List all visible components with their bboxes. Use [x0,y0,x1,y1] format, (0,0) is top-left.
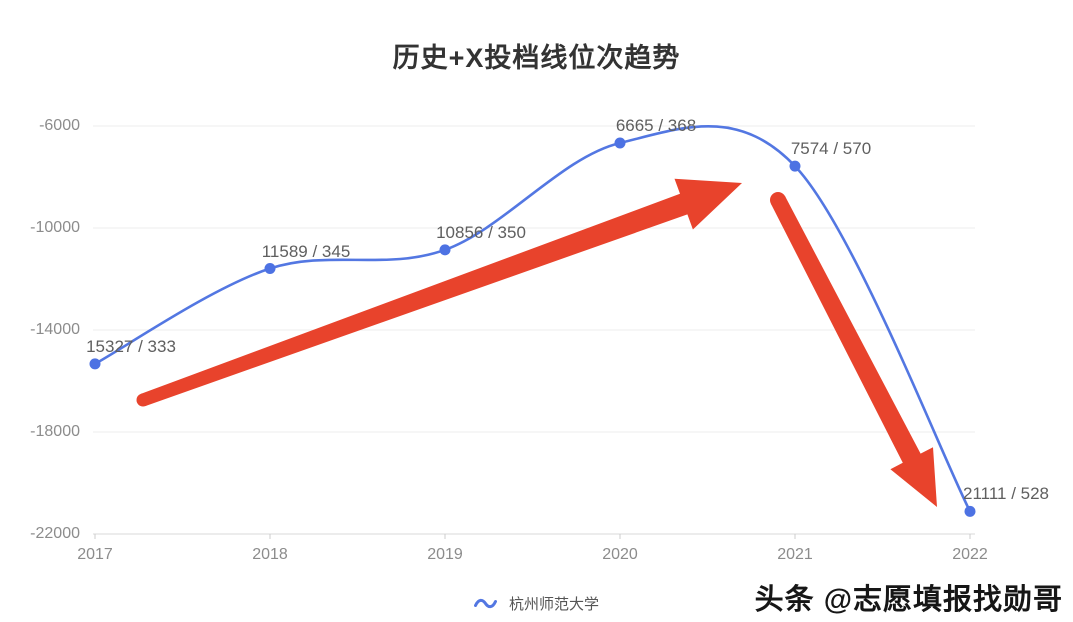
x-axis-tick-label: 2022 [952,546,988,563]
watermark-text: 头条 @志愿填报找勋哥 [754,584,1063,616]
point-label: 21111 / 528 [962,484,1050,504]
data-point[interactable] [789,160,801,172]
y-axis-tick-label: -14000 [30,321,80,338]
data-point[interactable] [264,263,276,275]
y-axis-tick-label: -18000 [30,423,80,440]
legend-item[interactable]: 杭州师范大学 [473,593,599,614]
line-series-icon [473,598,497,609]
point-label: 15327 / 333 [86,336,176,356]
y-axis-tick-label: -10000 [30,219,80,236]
data-point[interactable] [89,358,101,370]
point-label: 7574 / 570 [790,139,872,159]
y-axis-tick-label: -6000 [39,117,80,134]
trend-up-arrow [136,178,743,407]
data-point[interactable] [439,244,451,256]
x-axis-tick-label: 2018 [252,546,288,563]
x-axis [93,533,975,539]
x-axis-tick-label: 2020 [602,546,638,563]
data-point[interactable] [964,505,976,517]
trend-down-arrow [770,192,937,508]
legend: 杭州师范大学 [0,593,1073,614]
x-axis-tick-label: 2019 [427,546,463,563]
legend-label: 杭州师范大学 [508,596,599,613]
point-label: 10856 / 350 [436,222,526,242]
x-axis-tick-label: 2017 [77,546,113,563]
chart-title: 历史+X投档线位次趋势 [392,43,681,73]
gridlines [93,125,975,433]
data-point[interactable] [614,137,626,149]
series-line [89,125,976,517]
x-axis-tick-label: 2021 [777,546,813,563]
y-axis-tick-label: -22000 [30,525,80,542]
point-label: 11589 / 345 [261,241,351,261]
point-label: 6665 / 368 [615,115,697,135]
